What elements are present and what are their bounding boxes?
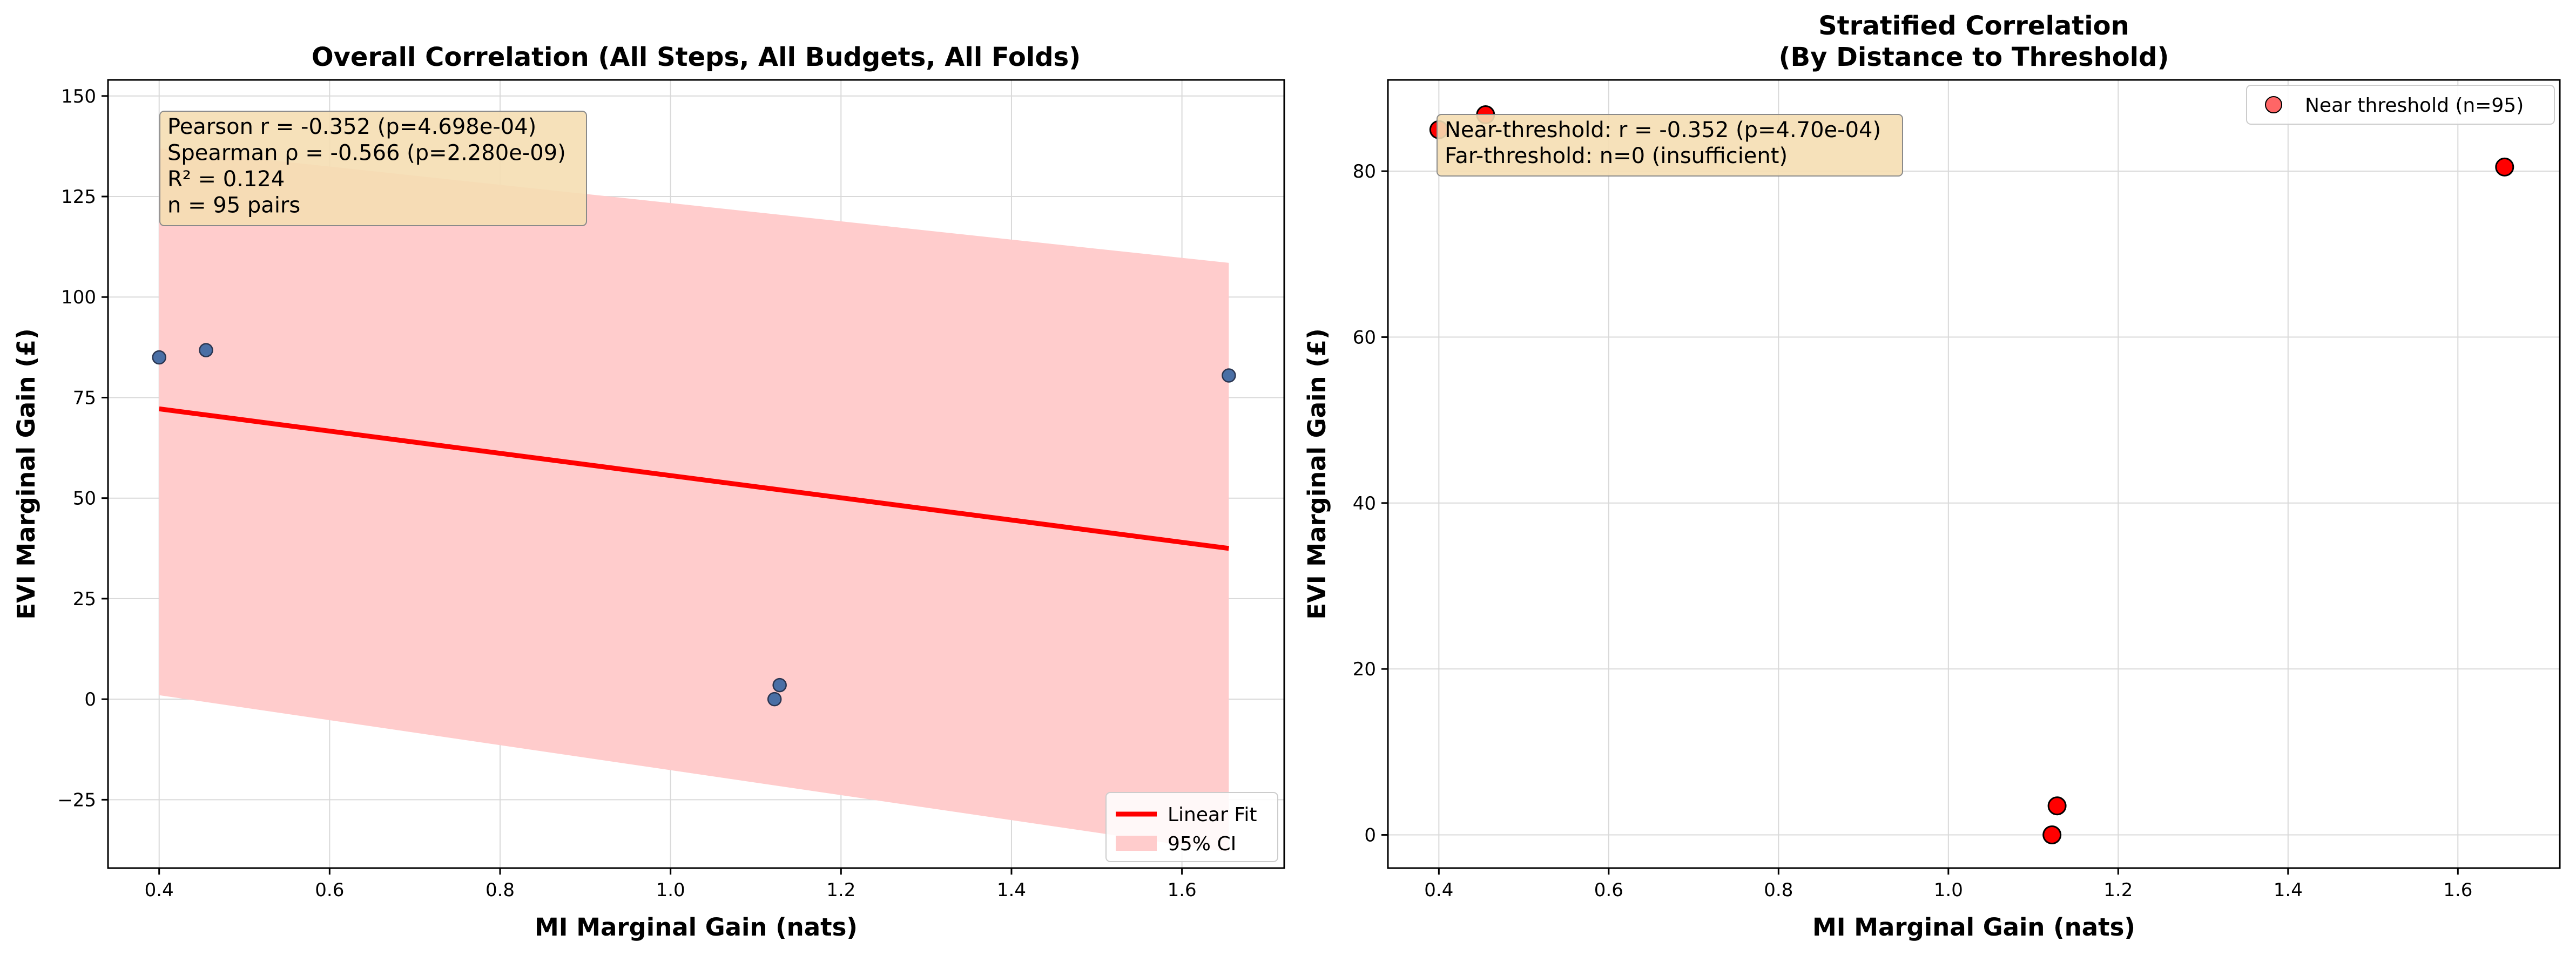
x-tick-label: 1.0 xyxy=(1934,879,1963,901)
stats-line: Spearman ρ = -0.566 (p=2.280e-09) xyxy=(167,141,566,166)
y-tick-label: 80 xyxy=(1353,161,1376,182)
stats-box: Near-threshold: r = -0.352 (p=4.70e-04)F… xyxy=(1437,114,1903,177)
x-axis-label: MI Marginal Gain (nats) xyxy=(1812,913,2135,942)
y-tick-label: 0 xyxy=(1364,825,1376,846)
axes-frame xyxy=(107,79,1285,869)
y-axis-label: EVI Marginal Gain (£) xyxy=(1303,328,1331,619)
x-tick-label: 1.6 xyxy=(1168,879,1197,901)
data-point xyxy=(1222,368,1236,383)
x-tick-label: 0.8 xyxy=(485,879,515,901)
legend-label: 95% CI xyxy=(1168,833,1236,855)
stats-box-background xyxy=(1437,114,1903,177)
y-axis-label: EVI Marginal Gain (£) xyxy=(12,328,41,619)
chart-title: Overall Correlation (All Steps, All Budg… xyxy=(312,42,1081,72)
y-tick-label: 50 xyxy=(73,488,96,510)
x-tick-label: 1.2 xyxy=(2103,879,2133,901)
chart-title: (By Distance to Threshold) xyxy=(1779,42,2169,72)
legend-label: Linear Fit xyxy=(1168,804,1257,826)
x-tick-label: 1.0 xyxy=(656,879,685,901)
stats-line: Pearson r = -0.352 (p=4.698e-04) xyxy=(167,114,536,139)
y-tick-label: 20 xyxy=(1353,659,1376,680)
scatter-points xyxy=(152,343,1236,707)
axes-frame xyxy=(1387,79,2561,869)
stats-line: Near-threshold: r = -0.352 (p=4.70e-04) xyxy=(1445,118,1881,143)
x-tick-label: 0.4 xyxy=(145,879,174,901)
x-tick-label: 0.4 xyxy=(1424,879,1453,901)
data-point xyxy=(772,678,787,693)
y-tick-label: 100 xyxy=(61,287,96,308)
legend-label: Near threshold (n=95) xyxy=(2305,94,2524,117)
x-tick-label: 1.6 xyxy=(2443,879,2472,901)
stats-line: Far-threshold: n=0 (insufficient) xyxy=(1445,144,1788,168)
ci-band xyxy=(159,148,1229,852)
stats-line: R² = 0.124 xyxy=(167,167,285,192)
stratified-correlation-panel: 0.4 0.6 0.8 1.0 1.2 1.4 1.6 0 20 40 60 80 Stratified… xyxy=(1303,11,2561,942)
overall-correlation-panel: 0.4 0.6 0.8 1.0 1.2 1.4 1.6 −25 0 25 50 75 100 125 150… xyxy=(12,42,1285,942)
x-axis-label: MI Marginal Gain (nats) xyxy=(535,913,858,942)
x-tick-label: 1.4 xyxy=(997,879,1026,901)
legend-patch-swatch xyxy=(1116,836,1157,851)
ticks: 0.4 0.6 0.8 1.0 1.2 1.4 1.6 0 20 40 60 80 xyxy=(1353,161,2473,901)
x-tick-label: 1.2 xyxy=(826,879,855,901)
y-tick-label: −25 xyxy=(57,789,96,811)
ticks: 0.4 0.6 0.8 1.0 1.2 1.4 1.6 −25 0 25 50 75 100 125 150 xyxy=(57,86,1196,901)
x-tick-label: 0.6 xyxy=(315,879,344,901)
y-tick-label: 60 xyxy=(1353,327,1376,348)
data-point xyxy=(2042,825,2062,845)
legend: Linear Fit 95% CI xyxy=(1105,792,1278,862)
y-tick-label: 25 xyxy=(73,588,96,610)
data-point xyxy=(2047,796,2067,816)
legend-frame xyxy=(2246,85,2555,125)
legend-marker-swatch xyxy=(2265,96,2282,113)
y-tick-label: 75 xyxy=(73,387,96,409)
stats-line: n = 95 pairs xyxy=(167,193,300,218)
legend: Near threshold (n=95) xyxy=(2246,85,2555,125)
stats-box-background xyxy=(159,111,587,226)
stats-box: Pearson r = -0.352 (p=4.698e-04)Spearman… xyxy=(159,111,587,226)
data-point xyxy=(2495,157,2514,177)
data-point xyxy=(152,350,166,365)
x-tick-label: 0.6 xyxy=(1594,879,1623,901)
x-tick-label: 1.4 xyxy=(2274,879,2303,901)
y-tick-label: 150 xyxy=(61,86,96,107)
fit-line xyxy=(159,406,1229,551)
y-tick-label: 40 xyxy=(1353,493,1376,514)
data-point xyxy=(199,343,213,357)
scatter-points xyxy=(1429,105,2514,845)
y-tick-label: 0 xyxy=(84,689,96,710)
x-tick-label: 0.8 xyxy=(1764,879,1793,901)
grid xyxy=(1388,80,2560,868)
chart-title: Stratified Correlation xyxy=(1818,11,2129,41)
y-tick-label: 125 xyxy=(61,186,96,208)
data-point xyxy=(767,692,782,707)
